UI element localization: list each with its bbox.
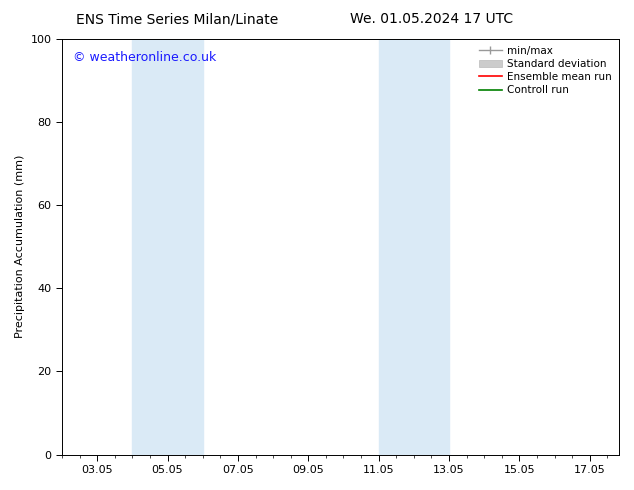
Text: We. 01.05.2024 17 UTC: We. 01.05.2024 17 UTC <box>349 12 513 26</box>
Bar <box>378 39 449 455</box>
Text: ENS Time Series Milan/Linate: ENS Time Series Milan/Linate <box>76 12 279 26</box>
Bar <box>133 39 203 455</box>
Legend: min/max, Standard deviation, Ensemble mean run, Controll run: min/max, Standard deviation, Ensemble me… <box>475 42 616 99</box>
Text: © weatheronline.co.uk: © weatheronline.co.uk <box>73 51 216 64</box>
Y-axis label: Precipitation Accumulation (mm): Precipitation Accumulation (mm) <box>15 155 25 338</box>
